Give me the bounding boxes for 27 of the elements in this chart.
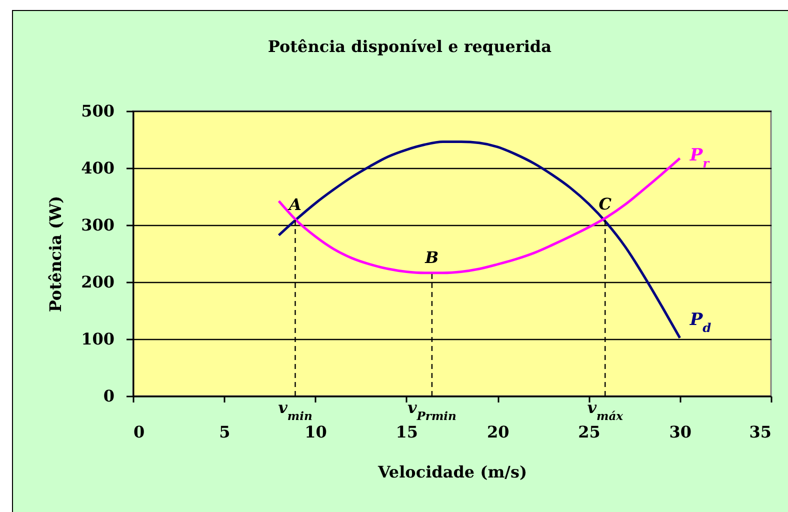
chart-title: Potência disponível e requerida xyxy=(268,37,552,56)
x-tick-label: 10 xyxy=(304,422,327,442)
x-tick-label: 25 xyxy=(578,422,600,442)
annotation: v$_{Prmin}$ xyxy=(407,398,456,423)
y-tick-label: 400 xyxy=(81,158,114,178)
x-tick-label: 15 xyxy=(396,422,418,442)
annotation: C xyxy=(598,194,612,214)
x-axis-title: Velocidade (m/s) xyxy=(376,462,528,482)
y-tick-label: 100 xyxy=(81,330,114,348)
x-tick-label: 30 xyxy=(669,422,692,442)
x-tick-label: 0 xyxy=(134,422,145,442)
line-series xyxy=(278,140,682,340)
x-tick-label: 20 xyxy=(486,422,510,442)
annotation: A xyxy=(287,194,302,214)
y-tick-label: 200 xyxy=(81,272,114,292)
y-axis-title: Potência (W) xyxy=(46,196,66,312)
series-label: P$_{d}$ xyxy=(688,310,712,335)
y-tick-label: 300 xyxy=(81,216,114,234)
series-label: P$_{r}$ xyxy=(688,145,711,170)
line-series xyxy=(278,157,682,274)
y-tick-label: 0 xyxy=(103,386,114,406)
annotation: v$_{min}$ xyxy=(278,398,312,423)
y-tick-label: 500 xyxy=(81,102,114,120)
annotation: v$_{máx}$ xyxy=(587,398,624,423)
annotation: B xyxy=(424,248,439,267)
x-tick-label: 5 xyxy=(219,422,230,442)
x-tick-label: 35 xyxy=(749,422,772,442)
